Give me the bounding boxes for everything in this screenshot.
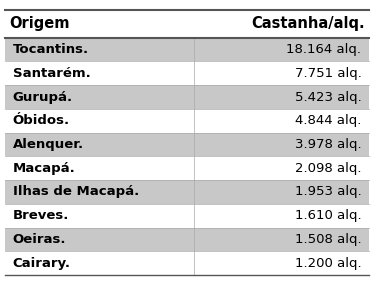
Text: 5.423 alq.: 5.423 alq. xyxy=(295,91,362,103)
Text: 18.164 alq.: 18.164 alq. xyxy=(286,43,362,56)
Text: Castanha/alq.: Castanha/alq. xyxy=(252,16,365,31)
FancyBboxPatch shape xyxy=(5,38,369,61)
Text: 1.610 alq.: 1.610 alq. xyxy=(295,209,362,222)
Text: Origem: Origem xyxy=(9,16,69,31)
Text: Óbidos.: Óbidos. xyxy=(12,114,70,127)
Text: 1.953 alq.: 1.953 alq. xyxy=(295,186,362,199)
Text: Oeiras.: Oeiras. xyxy=(12,233,66,246)
FancyBboxPatch shape xyxy=(5,228,369,251)
Text: Gurupá.: Gurupá. xyxy=(12,91,73,103)
FancyBboxPatch shape xyxy=(5,85,369,109)
Text: Breves.: Breves. xyxy=(12,209,69,222)
FancyBboxPatch shape xyxy=(5,133,369,156)
Text: 2.098 alq.: 2.098 alq. xyxy=(295,162,362,175)
Text: 1.200 alq.: 1.200 alq. xyxy=(295,257,362,270)
Text: 7.751 alq.: 7.751 alq. xyxy=(295,67,362,80)
Text: Cairary.: Cairary. xyxy=(12,257,71,270)
Text: 1.508 alq.: 1.508 alq. xyxy=(295,233,362,246)
FancyBboxPatch shape xyxy=(5,180,369,204)
Text: Santarém.: Santarém. xyxy=(12,67,90,80)
Text: Ilhas de Macapá.: Ilhas de Macapá. xyxy=(12,186,139,199)
Text: 4.844 alq.: 4.844 alq. xyxy=(295,114,362,127)
Text: 3.978 alq.: 3.978 alq. xyxy=(295,138,362,151)
Text: Alenquer.: Alenquer. xyxy=(12,138,84,151)
Text: Macapá.: Macapá. xyxy=(12,162,75,175)
Text: Tocantins.: Tocantins. xyxy=(12,43,89,56)
